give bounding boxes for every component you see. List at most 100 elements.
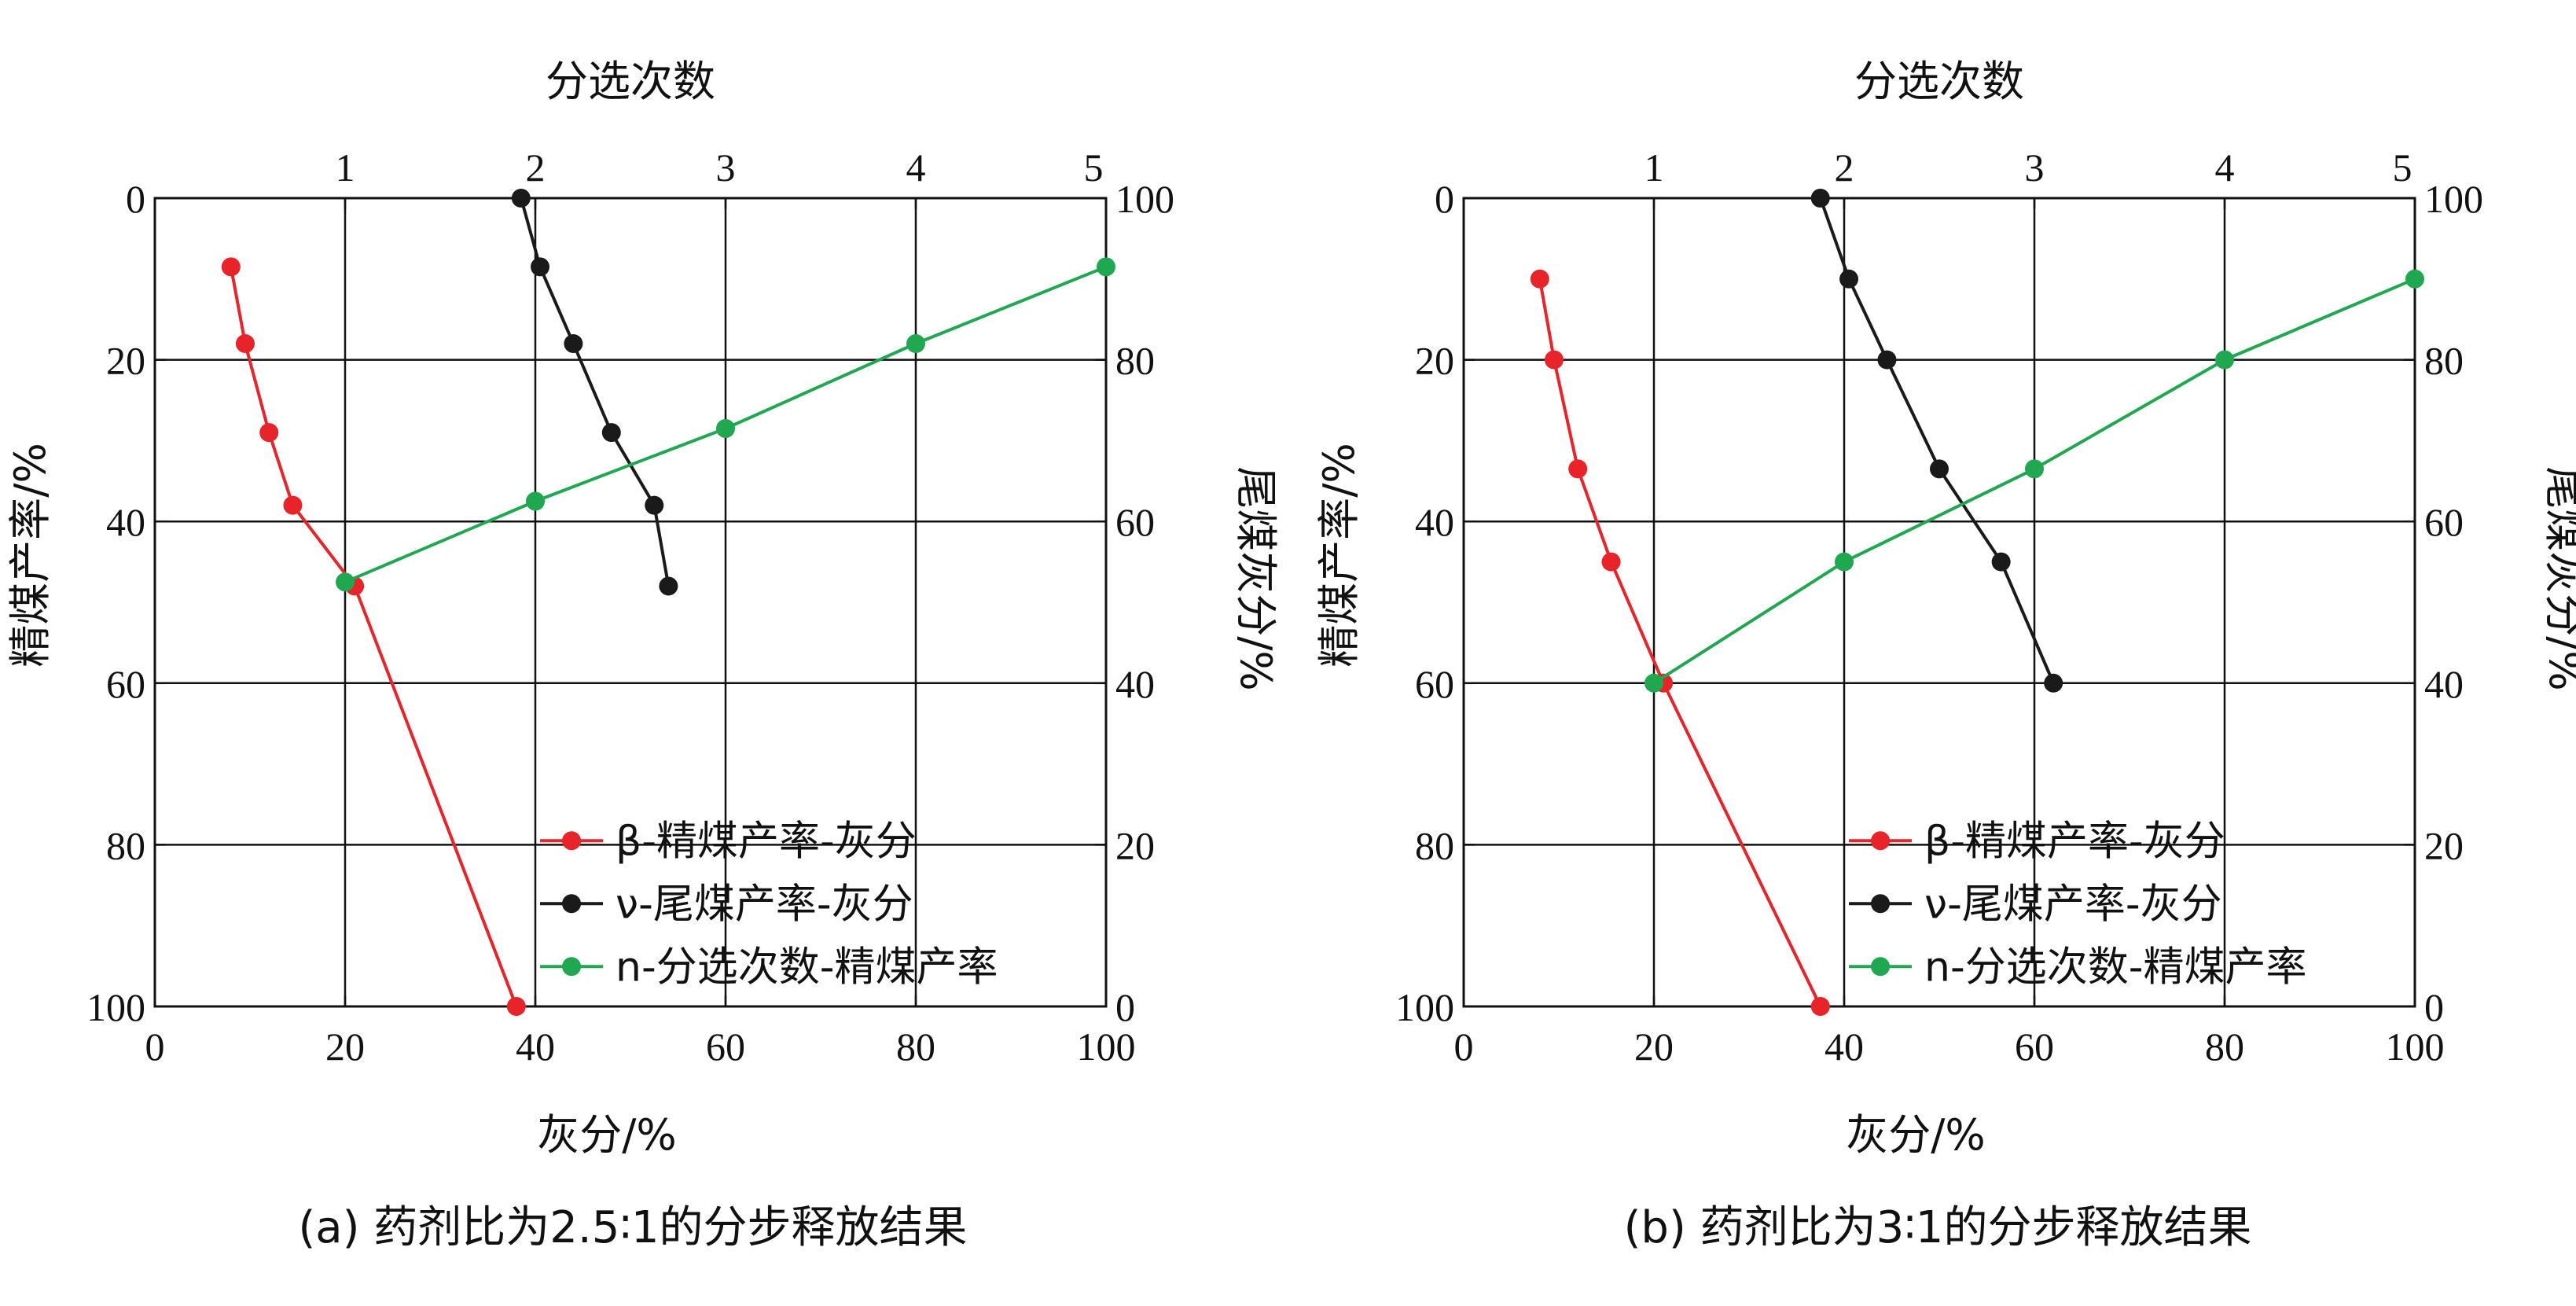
y-left-tick-label: 60	[1415, 662, 1454, 706]
panel-b: 0 20 40 60 80 100 1 2 3 4 5 0 20 40 60 80 100 100 80 60 40 20…	[1314, 57, 2576, 1253]
x-top-tick-label: 5	[1084, 145, 1104, 189]
y-right-tick-label: 40	[1115, 662, 1155, 706]
data-point-0	[259, 423, 279, 443]
y-left-axis-title: 精煤产率/%	[1314, 443, 1364, 668]
x-top-axis-title: 分选次数	[1854, 57, 2024, 106]
legend-label: ν-尾煤产率-灰分	[616, 881, 913, 928]
legend-marker	[562, 894, 582, 914]
y-right-tick-label: 80	[2424, 339, 2464, 383]
x-tick-label: 20	[325, 1025, 365, 1069]
y-right-tick-label: 0	[1115, 985, 1135, 1029]
x-top-tick-label: 3	[2025, 145, 2045, 189]
data-point-2	[526, 491, 545, 511]
y-left-tick-label: 40	[1415, 500, 1454, 544]
data-point-1	[659, 576, 678, 596]
y-left-tick-label: 40	[106, 500, 145, 544]
y-left-tick-label: 80	[106, 823, 145, 867]
panel-caption: (b) 药剂比为3∶1的分步释放结果	[1624, 1202, 2252, 1253]
x-top-tick-label: 4	[2215, 145, 2235, 189]
x-top-tick-label: 4	[906, 145, 926, 189]
y-left-tick-label: 20	[106, 339, 145, 383]
data-point-0	[1544, 350, 1564, 370]
legend-marker	[1871, 831, 1891, 851]
x-tick-label: 60	[706, 1025, 745, 1069]
data-point-1	[1991, 552, 2011, 572]
data-point-0	[221, 257, 241, 277]
y-left-tick-label: 100	[86, 985, 145, 1029]
x-top-axis-title: 分选次数	[546, 57, 715, 106]
data-point-1	[1839, 269, 1859, 289]
series-line-0	[229, 267, 518, 1007]
y-right-tick-label: 60	[1115, 500, 1155, 544]
data-point-0	[506, 997, 526, 1016]
y-right-tick-label: 60	[2424, 500, 2464, 544]
data-point-1	[564, 334, 583, 354]
x-top-tick-label: 5	[2393, 145, 2412, 189]
data-point-0	[1810, 997, 1830, 1016]
data-point-0	[283, 495, 303, 515]
legend-label: β-精煤产率-灰分	[1924, 818, 2225, 865]
x-top-tick-label: 1	[336, 145, 355, 189]
data-point-1	[1810, 189, 1830, 208]
legend-marker	[562, 831, 582, 851]
y-right-tick-label: 20	[2424, 823, 2464, 867]
legend-label: n-分选次数-精煤产率	[616, 944, 998, 991]
data-point-0	[1601, 552, 1621, 572]
data-point-2	[2025, 459, 2044, 479]
x-tick-label: 40	[516, 1025, 555, 1069]
x-top-tick-label: 2	[526, 145, 546, 189]
legend-marker	[1871, 957, 1891, 977]
y-right-tick-label: 100	[1115, 177, 1174, 221]
data-point-1	[645, 495, 664, 515]
data-point-2	[716, 418, 735, 438]
plot-frame	[153, 197, 1108, 1008]
y-right-tick-label: 40	[2424, 662, 2464, 706]
y-left-tick-label: 0	[126, 177, 145, 221]
x-axis-title: 灰分/%	[1846, 1110, 1986, 1160]
data-point-2	[2405, 269, 2424, 289]
data-point-1	[2044, 673, 2063, 693]
y-left-tick-label: 80	[1415, 823, 1454, 867]
panel-a: 0 20 40 60 80 100 1 2 3 4 5 0 20 40 60 80 100 100 80 60 40 20…	[6, 57, 1281, 1253]
x-tick-label: 100	[1077, 1025, 1136, 1069]
y-left-tick-label: 60	[106, 662, 145, 706]
data-point-2	[1097, 257, 1115, 277]
y-left-tick-label: 100	[1395, 985, 1454, 1029]
legend-marker	[562, 957, 582, 977]
data-point-2	[906, 334, 925, 354]
x-tick-label: 20	[1634, 1025, 1674, 1069]
y-right-axis-title: 尾煤灰分/%	[1231, 466, 1281, 691]
y-right-tick-label: 20	[1115, 823, 1155, 867]
series-line-0	[1538, 278, 1822, 1007]
x-tick-label: 60	[2015, 1025, 2054, 1069]
series-line-1	[519, 197, 671, 587]
data-point-1	[1930, 459, 1949, 479]
x-tick-label: 0	[1454, 1025, 1474, 1069]
x-tick-label: 0	[145, 1025, 165, 1069]
x-tick-label: 40	[1825, 1025, 1864, 1069]
y-left-axis-title: 精煤产率/%	[6, 443, 55, 668]
data-point-2	[1835, 552, 1854, 572]
data-point-1	[531, 257, 550, 277]
data-point-2	[2215, 350, 2234, 370]
legend-label: n-分选次数-精煤产率	[1924, 944, 2307, 991]
y-right-axis-title: 尾煤灰分/%	[2540, 466, 2576, 691]
y-right-tick-label: 100	[2424, 177, 2483, 221]
x-top-tick-label: 2	[1835, 145, 1854, 189]
data-point-2	[1644, 673, 1663, 693]
x-axis-title: 灰分/%	[537, 1110, 677, 1160]
y-left-tick-label: 20	[1415, 339, 1454, 383]
data-point-1	[601, 423, 621, 443]
panel-caption: (a) 药剂比为2.5∶1的分步释放结果	[298, 1202, 967, 1253]
x-tick-label: 80	[896, 1025, 935, 1069]
x-tick-label: 100	[2386, 1025, 2445, 1069]
legend-label: ν-尾煤产率-灰分	[1924, 881, 2222, 928]
data-point-2	[336, 572, 355, 592]
data-point-1	[1877, 350, 1897, 370]
data-point-0	[1530, 269, 1549, 289]
x-top-tick-label: 1	[1644, 145, 1664, 189]
legend-marker	[1871, 894, 1891, 914]
series-line-1	[1818, 197, 2056, 684]
data-point-1	[511, 189, 531, 208]
